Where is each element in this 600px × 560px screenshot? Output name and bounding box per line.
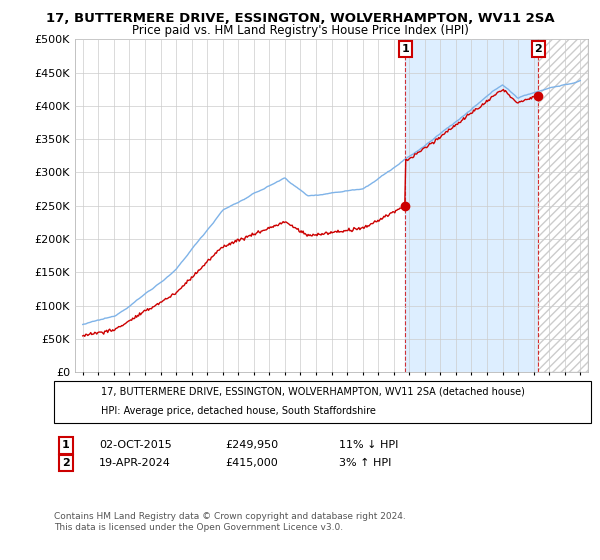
Text: 11% ↓ HPI: 11% ↓ HPI (339, 440, 398, 450)
Bar (538, 39, 588, 372)
Text: 1: 1 (401, 44, 409, 54)
Text: 2: 2 (535, 44, 542, 54)
Text: 17, BUTTERMERE DRIVE, ESSINGTON, WOLVERHAMPTON, WV11 2SA (detached house): 17, BUTTERMERE DRIVE, ESSINGTON, WOLVERH… (101, 387, 524, 397)
Bar (406, 39, 538, 372)
Text: 17, BUTTERMERE DRIVE, ESSINGTON, WOLVERHAMPTON, WV11 2SA: 17, BUTTERMERE DRIVE, ESSINGTON, WOLVERH… (46, 12, 554, 25)
Text: HPI: Average price, detached house, South Staffordshire: HPI: Average price, detached house, Sout… (101, 406, 376, 416)
Text: £249,950: £249,950 (225, 440, 278, 450)
Text: 2: 2 (62, 458, 70, 468)
Text: Price paid vs. HM Land Registry's House Price Index (HPI): Price paid vs. HM Land Registry's House … (131, 24, 469, 36)
Text: 19-APR-2024: 19-APR-2024 (99, 458, 171, 468)
Text: 1: 1 (62, 440, 70, 450)
Text: £415,000: £415,000 (225, 458, 278, 468)
Text: Contains HM Land Registry data © Crown copyright and database right 2024.
This d: Contains HM Land Registry data © Crown c… (54, 512, 406, 532)
Text: 02-OCT-2015: 02-OCT-2015 (99, 440, 172, 450)
Text: 3% ↑ HPI: 3% ↑ HPI (339, 458, 391, 468)
